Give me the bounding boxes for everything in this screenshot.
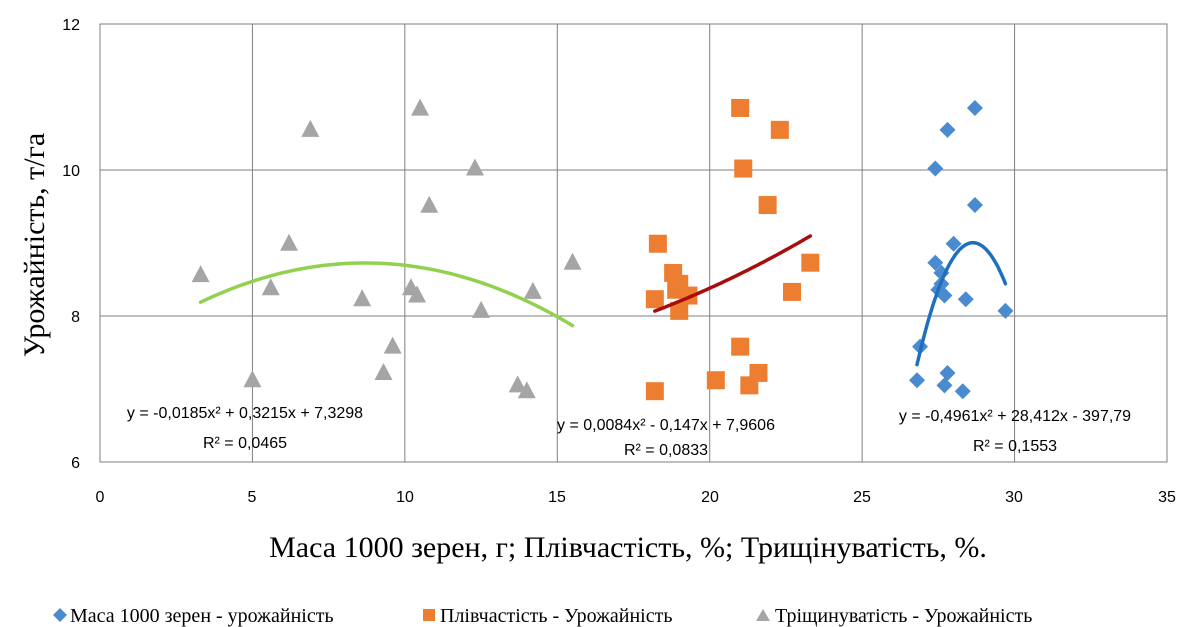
y-axis-ticks: 6 8 10 12	[62, 17, 80, 472]
legend-label-mass: Маса 1000 зерен - урожайність	[70, 605, 334, 627]
data-point-triangle	[408, 285, 427, 303]
x-axis-title: Маса 1000 зерен, г; Плівчастість, %; Три…	[269, 531, 987, 564]
data-point-square	[731, 98, 750, 117]
data-point-diamond	[957, 291, 974, 308]
data-point-triangle	[383, 336, 402, 354]
data-point-square	[670, 301, 689, 320]
x-tick-label: 20	[701, 489, 719, 506]
trend-equations: y = -0,0185x² + 0,3215x + 7,3298 R² = 0,…	[127, 405, 1131, 459]
data-point-triangle	[523, 281, 542, 299]
data-point-triangle	[374, 362, 393, 380]
data-point-diamond	[927, 160, 944, 177]
r-squared-blue: R² = 0,1553	[973, 438, 1057, 455]
data-point-triangle	[261, 278, 280, 296]
data-point-triangle	[353, 289, 372, 307]
data-point-triangle	[465, 158, 484, 176]
data-point-square	[758, 196, 777, 215]
data-point-diamond	[945, 235, 962, 252]
legend-label-hulls: Плівчастість - Урожайність	[440, 605, 672, 627]
legend-triangle-marker	[756, 609, 770, 621]
x-tick-label: 35	[1158, 489, 1176, 506]
data-point-diamond	[927, 254, 944, 271]
trend-equation-blue: y = -0,4961x² + 28,412x - 397,79	[899, 408, 1131, 425]
data-point-square	[749, 363, 768, 382]
data-point-triangle	[472, 300, 491, 318]
data-point-diamond	[954, 383, 971, 400]
legend-diamond-marker	[53, 608, 67, 622]
data-point-square	[801, 253, 820, 272]
trendline-2	[198, 261, 575, 328]
data-point-diamond	[939, 364, 956, 381]
x-tick-label: 5	[248, 489, 257, 506]
data-point-triangle	[411, 98, 430, 116]
trend-equation-grey: y = -0,0185x² + 0,3215x + 7,3298	[127, 405, 363, 422]
data-point-triangle	[280, 233, 299, 251]
data-point-diamond	[966, 99, 983, 116]
data-points	[191, 98, 1014, 401]
data-point-triangle	[243, 370, 262, 388]
data-point-square	[706, 371, 725, 390]
data-point-triangle	[420, 195, 439, 213]
gridlines	[99, 23, 1168, 463]
trendlines	[198, 234, 1008, 367]
data-point-diamond	[936, 287, 953, 304]
trend-equation-orange: y = 0,0084x² - 0,147x + 7,9606	[557, 417, 775, 434]
data-point-square	[734, 159, 753, 178]
plot-area-border	[99, 23, 1168, 463]
y-tick-label: 6	[71, 455, 80, 472]
legend-item-cracks: Тріщинуватість - Урожайність	[756, 605, 1032, 627]
x-tick-label: 15	[548, 489, 566, 506]
trendline-0	[915, 240, 1008, 367]
data-point-triangle	[508, 375, 527, 393]
y-tick-label: 12	[62, 17, 80, 34]
trendline-1	[653, 234, 813, 313]
data-point-triangle	[191, 265, 210, 283]
r-squared-grey: R² = 0,0465	[203, 435, 287, 452]
x-tick-label: 25	[853, 489, 871, 506]
data-point-triangle	[563, 252, 582, 270]
data-point-square	[645, 382, 664, 401]
data-point-diamond	[939, 121, 956, 138]
data-point-diamond	[909, 372, 926, 389]
x-tick-label: 10	[396, 489, 414, 506]
data-point-square	[648, 234, 667, 253]
data-point-triangle	[517, 381, 536, 399]
legend-item-mass: Маса 1000 зерен - урожайність	[53, 605, 334, 627]
legend-item-hulls: Плівчастість - Урожайність	[423, 605, 672, 627]
x-tick-label: 30	[1005, 489, 1023, 506]
x-tick-label: 0	[96, 489, 105, 506]
legend-square-marker	[423, 609, 435, 621]
data-point-square	[731, 337, 750, 356]
legend: Маса 1000 зерен - урожайність Плівчастіс…	[53, 605, 1032, 627]
r-squared-orange: R² = 0,0833	[624, 442, 708, 459]
data-point-diamond	[997, 302, 1014, 319]
data-point-square	[645, 290, 664, 309]
data-point-triangle	[301, 119, 320, 137]
legend-label-cracks: Тріщинуватість - Урожайність	[775, 605, 1032, 627]
data-point-diamond	[966, 197, 983, 214]
x-axis-ticks: 0 5 10 15 20 25 30 35	[96, 489, 1176, 506]
y-axis-title: Урожайність, т/га	[18, 133, 51, 358]
data-point-diamond	[936, 377, 953, 394]
y-tick-label: 8	[71, 309, 80, 326]
y-tick-label: 10	[62, 163, 80, 180]
data-point-square	[783, 282, 802, 301]
data-point-square	[770, 120, 789, 139]
